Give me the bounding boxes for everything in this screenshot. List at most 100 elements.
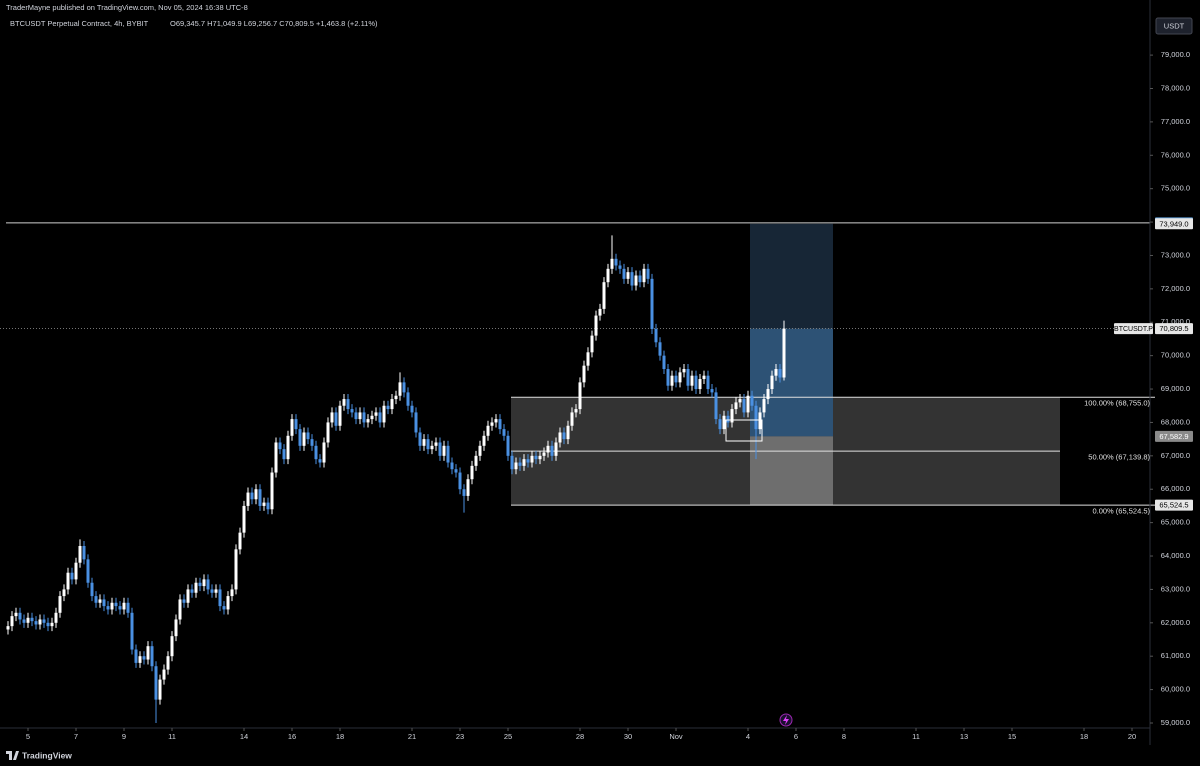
candle-body	[218, 589, 222, 607]
candle-body	[78, 546, 82, 563]
x-tick-label: 4	[746, 732, 750, 741]
price-label: 73,949.0	[1159, 219, 1188, 228]
candle-body	[454, 469, 458, 473]
candle-body	[642, 268, 646, 283]
candle-body	[502, 429, 506, 436]
candle-body	[518, 462, 522, 466]
candle-body	[486, 425, 490, 436]
y-tick-label: 69,000.0	[1161, 384, 1190, 393]
candle-body	[258, 489, 262, 506]
x-tick-label: 8	[842, 732, 846, 741]
y-tick-label: 66,000.0	[1161, 484, 1190, 493]
x-tick-label: 15	[1008, 732, 1016, 741]
y-tick-label: 79,000.0	[1161, 50, 1190, 59]
candle-body	[686, 369, 690, 386]
candle-body	[178, 599, 182, 620]
y-tick-label: 63,000.0	[1161, 584, 1190, 593]
candle-body	[346, 399, 350, 410]
candle-body	[434, 442, 438, 446]
candle-body	[182, 599, 186, 603]
candle-body	[130, 612, 134, 650]
candle-body	[622, 268, 626, 279]
x-tick-label: 13	[960, 732, 968, 741]
y-tick-label: 61,000.0	[1161, 651, 1190, 660]
candle-body	[674, 375, 678, 383]
price-label-box	[1155, 430, 1193, 442]
candle-body	[538, 455, 542, 460]
candle-body	[526, 459, 530, 463]
candle-body	[450, 462, 454, 470]
x-tick-label: 11	[168, 732, 176, 741]
candle-body	[774, 369, 778, 376]
candle-body	[378, 412, 382, 423]
candle-body	[606, 268, 610, 283]
candle-body	[322, 442, 326, 463]
candle-body	[586, 352, 590, 366]
candle-body	[326, 422, 330, 443]
x-tick-label: 6	[794, 732, 798, 741]
currency-button[interactable]	[1155, 17, 1193, 35]
y-tick-label: 73,000.0	[1161, 250, 1190, 259]
candle-body	[98, 599, 102, 603]
candle-body	[678, 372, 682, 383]
y-tick-label: 67,000.0	[1161, 451, 1190, 460]
candle-body	[194, 582, 198, 593]
candle-body	[566, 425, 570, 440]
candle-body	[158, 679, 162, 700]
candle-body	[570, 412, 574, 426]
publisher: TraderMayne published on TradingView.com…	[6, 3, 248, 12]
candle-body	[694, 375, 698, 390]
candle-body	[726, 415, 730, 423]
candle-body	[334, 412, 338, 426]
candle-body	[418, 432, 422, 446]
candle-body	[718, 419, 722, 430]
x-tick-label: 5	[26, 732, 30, 741]
candle-body	[390, 399, 394, 410]
candle-body	[146, 646, 150, 660]
y-tick-label: 64,000.0	[1161, 551, 1190, 560]
candle-body	[494, 419, 498, 423]
candle-body	[770, 375, 774, 390]
candle-body	[630, 272, 634, 286]
candle-body	[30, 617, 34, 622]
candle-body	[554, 442, 558, 456]
candle-body	[582, 365, 586, 383]
x-tick-label: 9	[122, 732, 126, 741]
candle-body	[558, 432, 562, 443]
candle-body	[438, 442, 442, 456]
candle-body	[62, 589, 66, 597]
candle-body	[690, 375, 694, 386]
candle-body	[138, 656, 142, 663]
candle-body	[750, 395, 754, 406]
candle-body	[594, 315, 598, 336]
candle-body	[654, 328, 658, 343]
candle-body	[86, 559, 90, 583]
candle-body	[394, 395, 398, 400]
candle-body	[318, 459, 322, 463]
candle-body	[18, 612, 22, 620]
candle-body	[366, 419, 370, 423]
candle-body	[46, 622, 50, 627]
candle-body	[406, 392, 410, 406]
candle-body	[94, 596, 98, 603]
candle-body	[766, 389, 770, 400]
axes: 59,000.0 60,000.0 61,000.0 62,000.0 63,000.0…	[26, 50, 1193, 741]
candle-body	[522, 459, 526, 466]
currency-label[interactable]: USDT	[1164, 21, 1185, 30]
candle-body	[266, 502, 270, 510]
fib-label: 50.00% (67,139.8)	[1088, 453, 1150, 462]
candle-body	[490, 422, 494, 426]
candle-body	[106, 606, 110, 610]
candle-body	[762, 399, 766, 413]
candle-body	[410, 405, 414, 413]
candle-body	[710, 389, 714, 393]
symbol-label-box	[1114, 323, 1153, 335]
footer-logo	[6, 751, 19, 760]
candle-body	[170, 636, 174, 657]
candle-body	[514, 462, 518, 470]
candle-body	[746, 395, 750, 413]
candle-body	[70, 572, 74, 580]
candle-body	[562, 432, 566, 440]
candle-body	[134, 649, 138, 663]
candle-body	[374, 412, 378, 416]
